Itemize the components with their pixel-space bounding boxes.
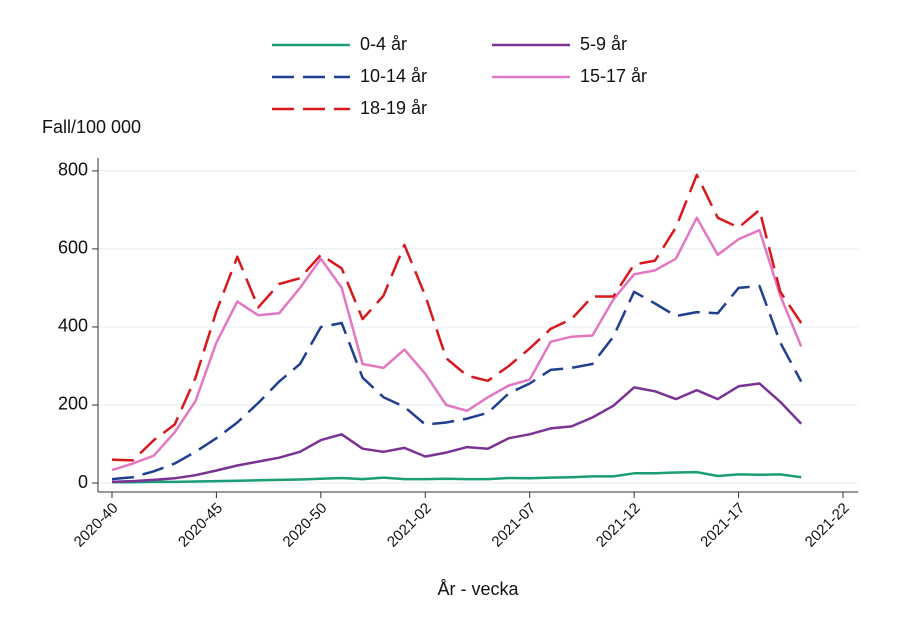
x-tick-label: 2021-07: [488, 500, 539, 551]
y-tick-label: 0: [78, 472, 88, 492]
legend-label: 10-14 år: [360, 66, 427, 86]
series-line: [111, 382, 803, 484]
legend-label: 18-19 år: [360, 98, 427, 118]
series-line: [112, 470, 802, 484]
x-axis-title: År - vecka: [437, 579, 519, 599]
x-tick-label: 2020-40: [71, 500, 122, 551]
y-tick-label: 800: [58, 160, 88, 180]
x-tick-label: 2020-50: [280, 500, 331, 551]
x-tick-label: 2021-17: [697, 500, 748, 551]
legend-label: 5-9 år: [580, 34, 627, 54]
x-tick-label: 2020-45: [175, 500, 226, 551]
y-tick-label: 600: [58, 238, 88, 258]
series-line: [111, 173, 803, 462]
x-tick-label: 2021-12: [593, 500, 644, 551]
series-line: [111, 216, 803, 472]
y-tick-label: 400: [58, 316, 88, 336]
y-axis-title: Fall/100 000: [42, 117, 141, 137]
series-line: [111, 284, 803, 481]
y-tick-label: 200: [58, 394, 88, 414]
legend-label: 15-17 år: [580, 66, 647, 86]
x-tick-label: 2021-22: [802, 500, 853, 551]
legend-label: 0-4 år: [360, 34, 407, 54]
x-tick-label: 2021-02: [384, 500, 435, 551]
